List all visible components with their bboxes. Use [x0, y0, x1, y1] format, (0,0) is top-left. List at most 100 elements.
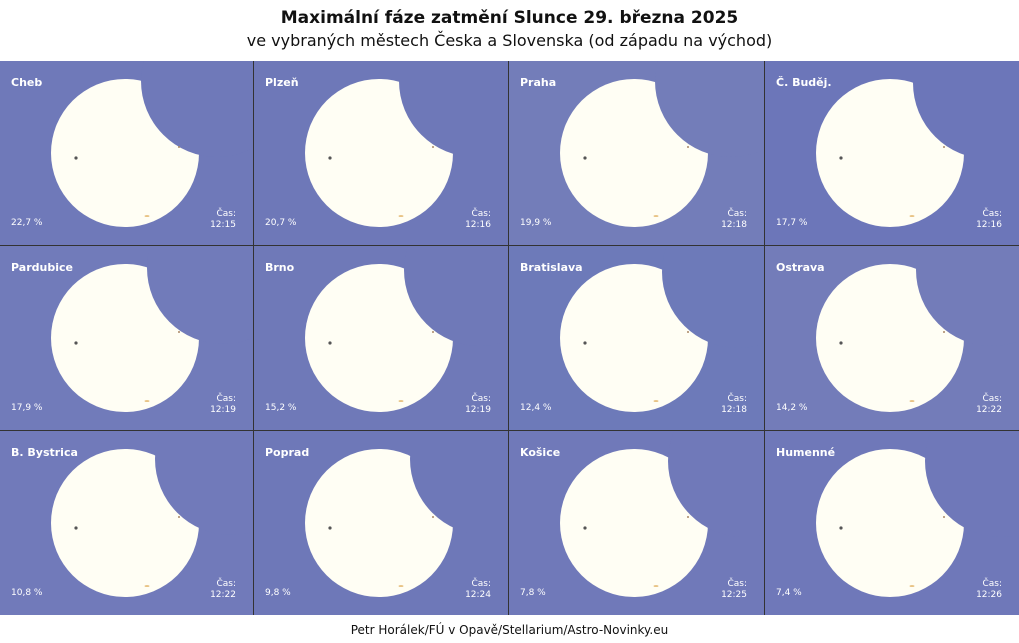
eclipse-image — [560, 246, 764, 412]
sunspot — [583, 341, 587, 345]
sunspot — [687, 146, 689, 148]
moon-disk — [141, 61, 253, 157]
moon-disk — [662, 246, 764, 348]
sunspot — [144, 585, 150, 587]
eclipse-fraction: 19,9 % — [520, 218, 552, 228]
time-label: Čas: — [982, 209, 1002, 219]
moon-disk — [655, 61, 764, 157]
sunspot — [653, 585, 659, 587]
time-label: Čas: — [727, 209, 747, 219]
sunspot — [432, 331, 434, 333]
sunspot — [432, 146, 434, 148]
eclipse-time: 12:19 — [465, 405, 491, 415]
sunspot — [398, 585, 404, 587]
city-panel: B. Bystrica 10,8 % Čas: 12:22 — [0, 431, 253, 615]
moon-disk — [668, 431, 764, 537]
city-name: B. Bystrica — [11, 446, 78, 459]
city-name: Ostrava — [776, 261, 825, 274]
time-label: Čas: — [471, 579, 491, 589]
city-name: Č. Buděj. — [776, 76, 832, 89]
eclipse-time: 12:16 — [465, 220, 491, 230]
eclipse-time: 12:15 — [210, 220, 236, 230]
eclipse-image — [816, 431, 1019, 597]
city-panel: Humenné 7,4 % Čas: 12:26 — [765, 431, 1019, 615]
sunspot — [328, 341, 332, 345]
sunspot — [398, 400, 404, 402]
city-name: Praha — [520, 76, 557, 89]
sunspot — [839, 526, 843, 530]
eclipse-fraction: 10,8 % — [11, 588, 43, 598]
city-name: Brno — [265, 261, 295, 274]
time-label: Čas: — [216, 394, 236, 404]
time-label: Čas: — [727, 394, 747, 404]
title: Maximální fáze zatmění Slunce 29. března… — [280, 8, 739, 28]
eclipse-fraction: 17,7 % — [776, 218, 808, 228]
city-panel: Praha 19,9 % Čas: 12:18 — [509, 61, 764, 245]
city-name: Humenné — [776, 446, 836, 459]
sunspot — [74, 341, 78, 345]
eclipse-fraction: 7,4 % — [776, 588, 802, 598]
eclipse-time: 12:22 — [210, 590, 236, 600]
moon-disk — [404, 246, 508, 346]
eclipse-image — [560, 431, 764, 597]
city-name: Cheb — [11, 76, 43, 89]
city-panel: Cheb 22,7 % Čas: 12:15 — [0, 61, 253, 245]
eclipse-fraction: 7,8 % — [520, 588, 546, 598]
eclipse-time: 12:18 — [721, 220, 747, 230]
time-label: Čas: — [727, 579, 747, 589]
eclipse-image — [51, 61, 253, 227]
sun-disk — [816, 449, 964, 597]
eclipse-time: 12:18 — [721, 405, 747, 415]
moon-disk — [916, 246, 1019, 346]
eclipse-image — [560, 61, 764, 227]
sunspot — [839, 341, 843, 345]
city-name: Poprad — [265, 446, 310, 459]
eclipse-fraction: 17,9 % — [11, 403, 43, 413]
moon-disk — [155, 431, 253, 535]
time-label: Čas: — [471, 394, 491, 404]
eclipse-fraction: 12,4 % — [520, 403, 552, 413]
eclipse-time: 12:19 — [210, 405, 236, 415]
subtitle: ve vybraných městech Česka a Slovenska (… — [246, 31, 773, 50]
sunspot — [943, 331, 945, 333]
eclipse-image — [51, 246, 253, 412]
city-name: Bratislava — [520, 261, 583, 274]
sunspot — [653, 400, 659, 402]
sunspot — [74, 156, 78, 160]
panel-grid: Cheb 22,7 % Čas: 12:15 Plzeň 20,7 % Čas: 12:16 P… — [0, 61, 1019, 615]
time-label: Čas: — [982, 579, 1002, 589]
moon-disk — [410, 431, 508, 535]
eclipse-image — [816, 61, 1019, 227]
city-panel: Poprad 9,8 % Čas: 12:24 — [254, 431, 508, 615]
city-panel: Ostrava 14,2 % Čas: 12:22 — [765, 246, 1019, 430]
city-name: Plzeň — [265, 76, 299, 89]
sunspot — [687, 331, 689, 333]
moon-disk — [399, 61, 508, 157]
eclipse-image — [816, 246, 1019, 412]
sunspot — [398, 215, 404, 217]
sunspot — [74, 526, 78, 530]
eclipse-time: 12:24 — [465, 590, 491, 600]
sunspot — [144, 215, 150, 217]
sun-disk — [560, 449, 708, 597]
eclipse-image — [305, 431, 508, 597]
time-label: Čas: — [216, 209, 236, 219]
eclipse-time: 12:26 — [976, 590, 1002, 600]
time-label: Čas: — [216, 579, 236, 589]
eclipse-time: 12:25 — [721, 590, 747, 600]
sunspot — [178, 146, 180, 148]
sunspot — [178, 331, 180, 333]
time-label: Čas: — [982, 394, 1002, 404]
eclipse-fraction: 15,2 % — [265, 403, 297, 413]
sunspot — [909, 585, 915, 587]
city-panel: Č. Buděj. 17,7 % Čas: 12:16 — [765, 61, 1019, 245]
sunspot — [839, 156, 843, 160]
sunspot — [583, 526, 587, 530]
sunspot — [943, 516, 945, 518]
eclipse-fraction: 9,8 % — [265, 588, 291, 598]
sunspot — [653, 215, 659, 217]
sunspot — [432, 516, 434, 518]
moon-disk — [925, 431, 1019, 537]
city-panel: Plzeň 20,7 % Čas: 12:16 — [254, 61, 508, 245]
